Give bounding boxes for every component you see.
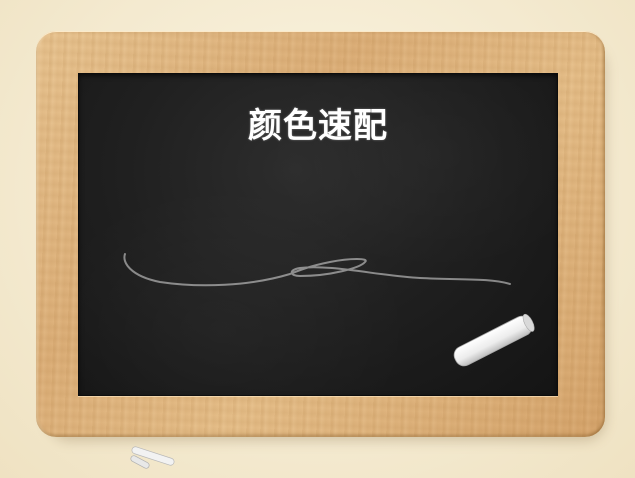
slide-title: 颜色速配 xyxy=(78,98,558,147)
